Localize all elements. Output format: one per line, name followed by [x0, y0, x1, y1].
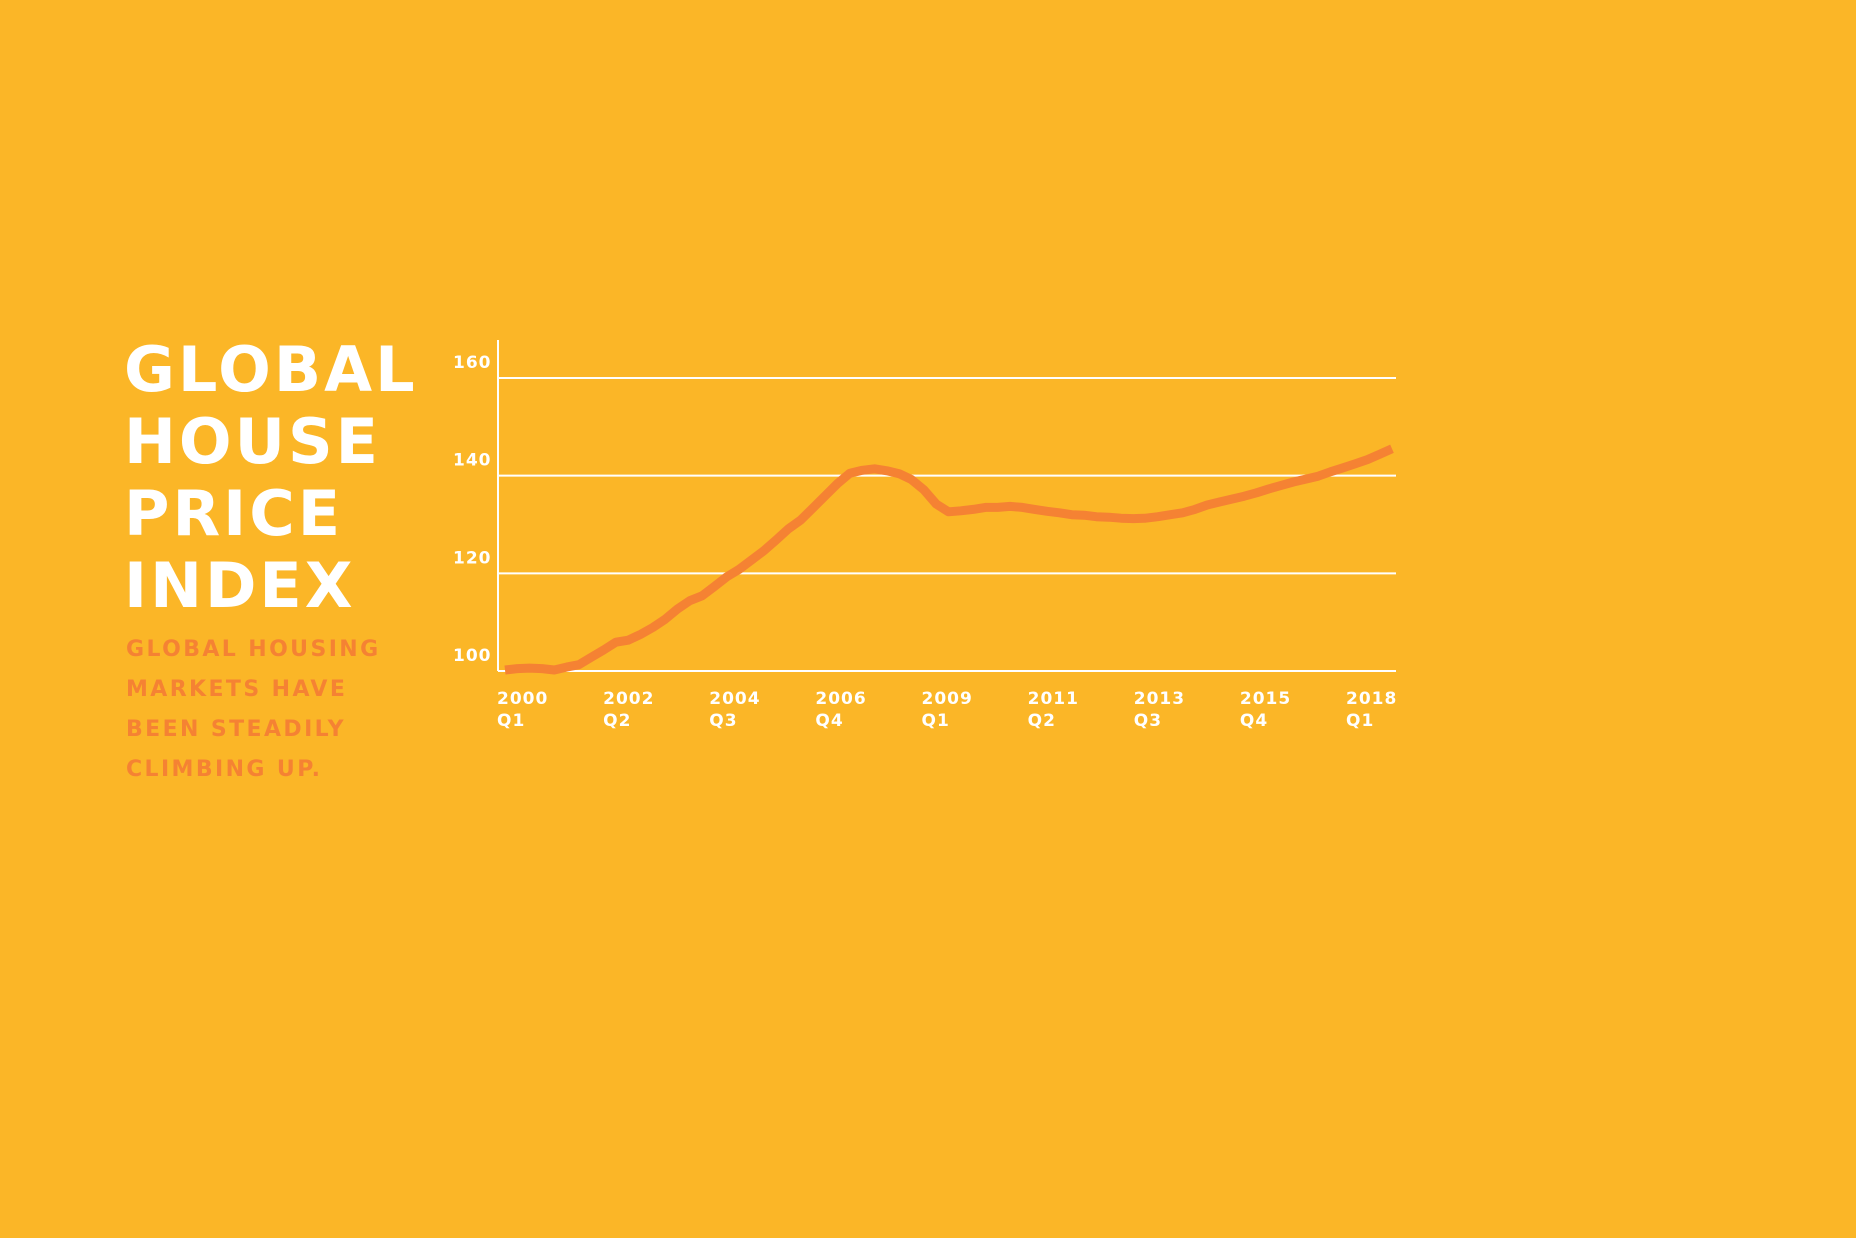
x-tick-year: 2011: [1028, 689, 1079, 709]
x-tick-year: 2006: [815, 689, 866, 709]
x-tick-quarter: Q1: [497, 711, 525, 731]
x-tick-quarter: Q4: [815, 711, 843, 731]
x-tick-year: 2015: [1240, 689, 1291, 709]
x-tick-year: 2000: [497, 689, 548, 709]
title-line-4: INDEX: [124, 549, 356, 622]
x-tick-year: 2002: [603, 689, 654, 709]
x-tick-year: 2004: [709, 689, 760, 709]
title-line-3: PRICE: [124, 477, 344, 550]
x-tick-year: 2009: [922, 689, 973, 709]
title-line-1: GLOBAL: [124, 333, 418, 406]
x-tick-quarter: Q3: [1134, 711, 1162, 731]
y-tick-label-100: 100: [453, 646, 492, 666]
page: GLOBAL HOUSE PRICE INDEX GLOBAL HOUSING …: [124, 333, 1397, 790]
title-line-2: HOUSE: [124, 405, 381, 478]
x-tick-quarter: Q4: [1240, 711, 1268, 731]
y-tick-label-120: 120: [453, 548, 492, 568]
subtitle-line-3: BEEN STEADILY: [126, 717, 346, 742]
x-tick-year: 2018: [1346, 689, 1397, 709]
x-tick-quarter: Q1: [1346, 711, 1374, 731]
y-tick-labels: 100 120 140 160: [453, 353, 492, 666]
subtitle-line-1: GLOBAL HOUSING: [126, 637, 381, 662]
chart-subtitle: GLOBAL HOUSING MARKETS HAVE BEEN STEADIL…: [126, 630, 381, 790]
x-tick-quarter: Q3: [709, 711, 737, 731]
x-tick-year: 2013: [1134, 689, 1185, 709]
x-tick-quarter: Q2: [1028, 711, 1056, 731]
y-tick-label-160: 160: [453, 353, 492, 373]
x-tick-quarter: Q2: [603, 711, 631, 731]
x-tick-quarter: Q1: [922, 711, 950, 731]
series-line: [504, 444, 1394, 675]
chart-title: GLOBAL HOUSE PRICE INDEX: [124, 334, 418, 622]
subtitle-line-2: MARKETS HAVE: [126, 677, 348, 702]
y-tick-label-140: 140: [453, 451, 492, 471]
subtitle-line-4: CLIMBING UP.: [126, 757, 323, 782]
grid-lines: [498, 377, 1396, 672]
data-series: [504, 444, 1394, 675]
x-tick-labels: 2000Q12002Q22004Q32006Q42009Q12011Q22013…: [497, 689, 1397, 731]
